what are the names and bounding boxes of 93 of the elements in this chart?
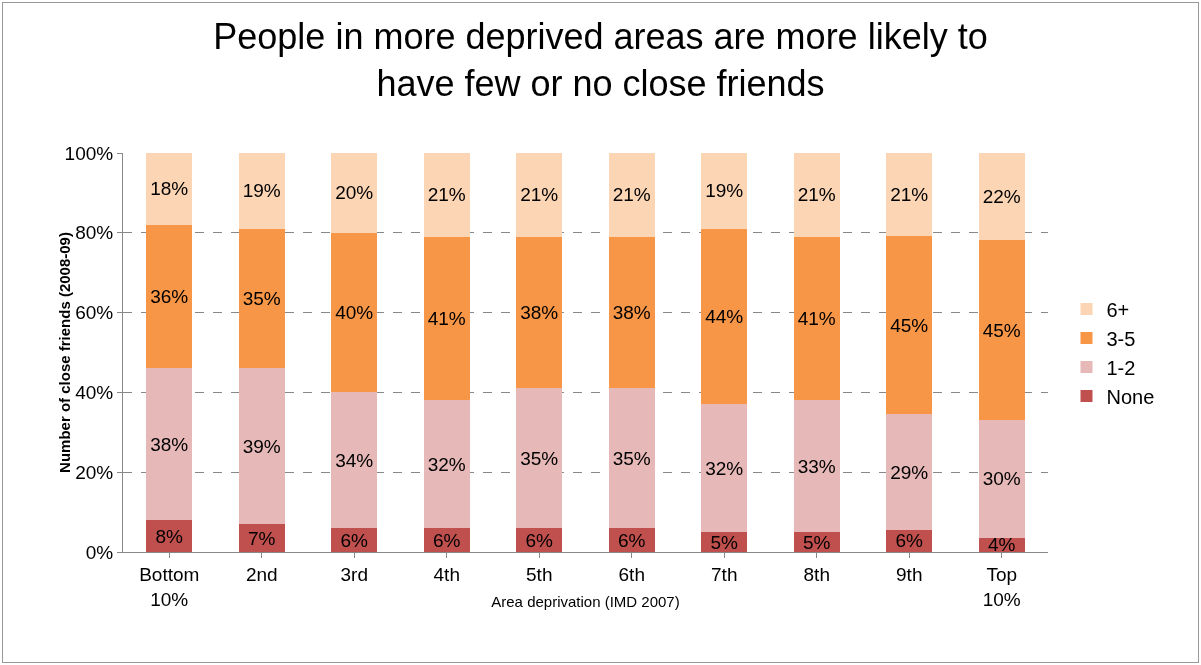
data-label: 45% (890, 314, 929, 336)
data-label: 32% (427, 453, 466, 475)
y-tick-label: 100% (64, 142, 114, 164)
y-tick-label: 40% (75, 382, 114, 404)
y-tick-label: 60% (75, 302, 114, 324)
bar (608, 153, 655, 237)
x-tick-label: 9th (896, 563, 923, 585)
x-tick-label: Bottom 10% (139, 563, 200, 610)
bar (331, 153, 378, 233)
bar (793, 236, 840, 401)
data-label: 38% (612, 302, 651, 324)
data-label: 6% (432, 529, 461, 551)
data-label: 35% (520, 447, 559, 469)
x-tick-label: 2nd (245, 563, 278, 585)
data-label: 40% (335, 302, 374, 324)
bar (238, 153, 285, 229)
data-label: 19% (705, 180, 744, 202)
data-label: 21% (427, 184, 466, 206)
bar (793, 153, 840, 237)
data-label: 4% (987, 534, 1016, 556)
data-label: 44% (705, 306, 744, 328)
chart-title: People in more deprived areas are more likely to have few or no close friends (213, 16, 988, 104)
bar (608, 388, 655, 529)
data-label: 21% (612, 184, 651, 206)
data-label: 6% (340, 529, 369, 551)
data-label: 6% (895, 530, 924, 552)
bar (608, 236, 655, 389)
data-label: 39% (242, 435, 281, 457)
data-label: 20% (335, 182, 374, 204)
bar (423, 400, 470, 529)
data-label: 21% (797, 184, 836, 206)
x-tick-label: 6th (618, 563, 645, 585)
bar (978, 240, 1025, 420)
bar (516, 153, 563, 237)
data-label: 32% (705, 457, 744, 479)
y-tick-label: 20% (75, 461, 114, 483)
bar (146, 224, 193, 369)
data-label: 35% (242, 288, 281, 310)
y-tick-label: 0% (85, 541, 114, 563)
data-label: 35% (612, 447, 651, 469)
bar (146, 153, 193, 225)
data-label: 30% (982, 468, 1021, 490)
data-label: 38% (150, 433, 189, 455)
x-tick-label: 4th (433, 563, 460, 585)
legend-label: 1-2 (1106, 356, 1136, 379)
data-label: 22% (982, 186, 1021, 208)
bar (886, 414, 933, 530)
y-axis-title: Number of close friends (2008-09) (56, 232, 74, 473)
data-label: 8% (155, 525, 184, 547)
bar (238, 368, 285, 525)
bar (238, 228, 285, 369)
bar (423, 153, 470, 237)
bar (701, 153, 748, 229)
data-label: 29% (890, 461, 929, 483)
x-tick-label: 8th (803, 563, 830, 585)
data-label: 18% (150, 178, 189, 200)
x-axis-title: Area deprivation (IMD 2007) (491, 593, 680, 610)
bar (701, 404, 748, 533)
x-tick-label: 5th (526, 563, 553, 585)
data-label: 41% (427, 308, 466, 330)
bar (793, 400, 840, 533)
data-label: 36% (150, 286, 189, 308)
bar (886, 236, 933, 415)
data-label: 41% (797, 308, 836, 330)
data-label: 34% (335, 449, 374, 471)
bar (701, 228, 748, 405)
data-label: 5% (710, 531, 739, 553)
bar (516, 388, 563, 529)
bar (516, 236, 563, 389)
bar (331, 392, 378, 529)
data-label: 6% (525, 529, 554, 551)
data-label: 45% (982, 319, 1021, 341)
bar (423, 236, 470, 401)
data-label: 7% (247, 527, 276, 549)
data-label: 19% (242, 180, 281, 202)
bar (978, 153, 1025, 241)
data-label: 21% (520, 184, 559, 206)
bar (886, 153, 933, 237)
bar (146, 368, 193, 521)
bar (978, 419, 1025, 538)
data-label: 21% (890, 184, 929, 206)
legend-label: 3-5 (1106, 327, 1136, 350)
data-label: 6% (617, 529, 646, 551)
legend-label: 6+ (1106, 298, 1130, 321)
y-tick-label: 80% (75, 222, 114, 244)
x-tick-label: Top 10% (982, 563, 1021, 610)
bar (331, 232, 378, 393)
data-label: 38% (520, 302, 559, 324)
data-label: 5% (802, 531, 831, 553)
legend-label: None (1106, 385, 1155, 408)
x-tick-label: 7th (711, 563, 738, 585)
data-label: 33% (797, 455, 836, 477)
x-tick-label: 3rd (340, 563, 368, 585)
